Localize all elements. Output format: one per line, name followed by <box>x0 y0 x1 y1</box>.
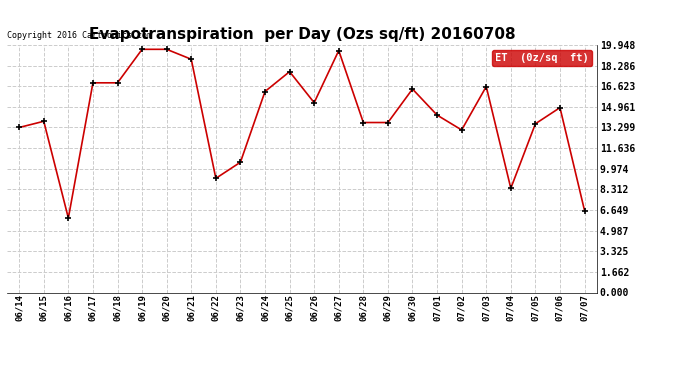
Legend: ET  (0z/sq  ft): ET (0z/sq ft) <box>492 50 591 66</box>
Title: Evapotranspiration  per Day (Ozs sq/ft) 20160708: Evapotranspiration per Day (Ozs sq/ft) 2… <box>88 27 515 42</box>
Text: Copyright 2016 Cartronics.com: Copyright 2016 Cartronics.com <box>7 31 152 40</box>
